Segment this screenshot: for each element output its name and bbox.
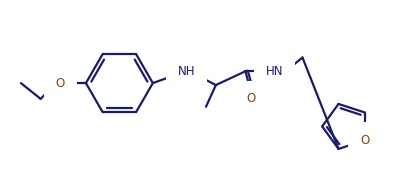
Text: O: O xyxy=(247,92,256,105)
Text: O: O xyxy=(56,77,65,90)
Text: HN: HN xyxy=(266,65,284,78)
Text: NH: NH xyxy=(178,65,195,78)
Text: O: O xyxy=(360,134,370,147)
